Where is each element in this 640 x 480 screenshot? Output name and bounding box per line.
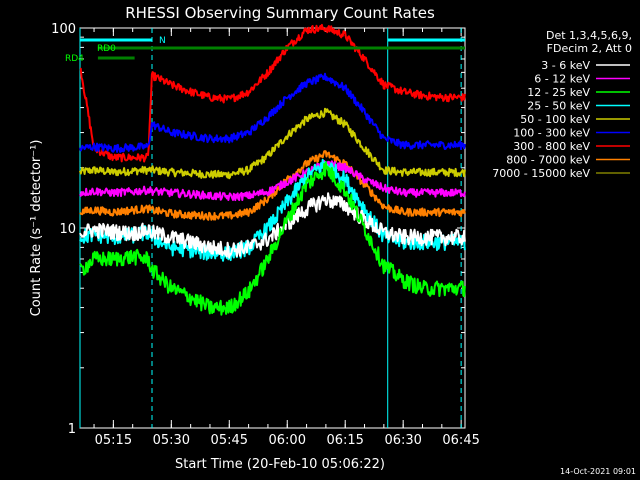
x-tick-label: 05:15 — [95, 433, 132, 448]
series-line-1 — [79, 160, 466, 202]
x-tick-label: 06:30 — [384, 433, 421, 448]
y-tick-label: 100 — [51, 22, 76, 37]
legend-label: 100 - 300 keV — [513, 127, 590, 140]
flag-label-n: N — [159, 36, 166, 46]
x-tick-label: 05:45 — [211, 433, 248, 448]
legend-label: 7000 - 15000 keV — [492, 167, 590, 180]
legend-label: 300 - 800 keV — [513, 140, 590, 153]
y-axis-label: Count Rate (s⁻¹ detector⁻¹) — [29, 140, 44, 317]
x-tick-label: 05:30 — [153, 433, 190, 448]
x-tick-label: 06:00 — [269, 433, 306, 448]
legend-header-line-1: Det 1,3,4,5,6,9, — [546, 29, 632, 42]
y-tick-label: 10 — [59, 222, 76, 237]
flag-label-rd4: RD4 — [65, 54, 84, 64]
chart-title: RHESSI Observing Summary Count Rates — [125, 4, 435, 22]
series-line-2 — [79, 161, 466, 316]
legend-label: 800 - 7000 keV — [506, 154, 590, 167]
series-line-5 — [79, 72, 466, 153]
legend-header-line-2: FDecim 2, Att 0 — [547, 42, 632, 55]
series-line-4 — [79, 107, 466, 180]
legend-label: 3 - 6 keV — [541, 59, 590, 72]
legend-label: 6 - 12 keV — [534, 73, 590, 86]
plot-layer: 05:15 05:30 05:45 06:00 06:15 06:30 06:45 1 10 10… — [51, 22, 630, 448]
series-line-6 — [79, 23, 466, 163]
legend-label: 50 - 100 keV — [520, 113, 590, 126]
x-tick-label: 06:45 — [442, 433, 479, 448]
flag-label-rd0: RD0 — [97, 44, 116, 54]
x-tick-label: 06:15 — [326, 433, 363, 448]
series-line-0 — [79, 192, 466, 259]
timestamp: 14-Oct-2021 09:01 — [560, 467, 636, 476]
legend-label: 25 - 50 keV — [527, 100, 590, 113]
series-line-7 — [79, 150, 466, 221]
y-tick-label: 1 — [68, 422, 76, 437]
x-axis-label: Start Time (20-Feb-10 05:06:22) — [175, 457, 385, 472]
legend-label: 12 - 25 keV — [527, 86, 590, 99]
